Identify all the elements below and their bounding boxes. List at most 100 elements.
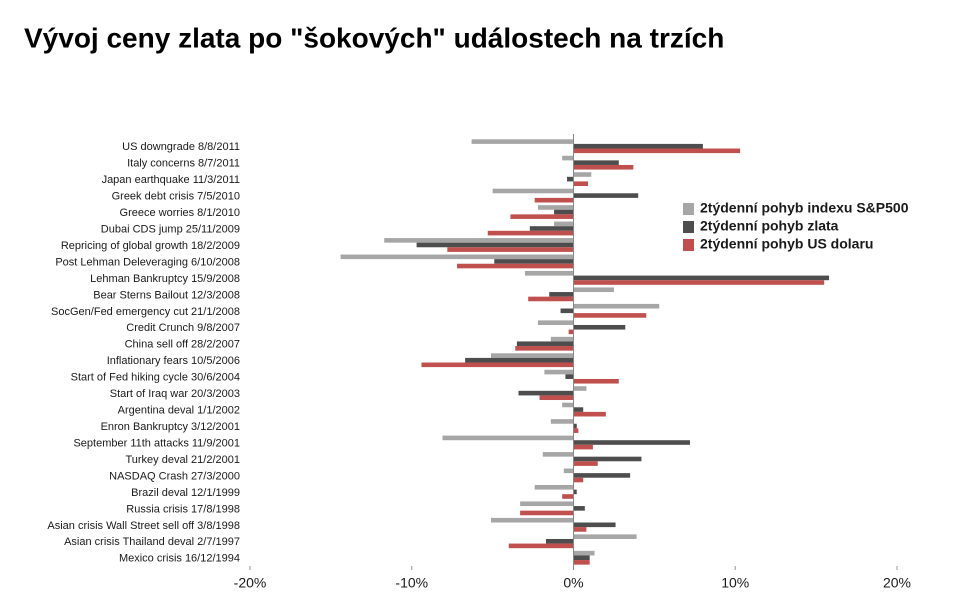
- bar: [565, 374, 574, 379]
- bar: [573, 313, 647, 318]
- legend-label: 2týdenní pohyb US dolaru: [700, 236, 873, 252]
- x-tick-label: -10%: [395, 575, 428, 591]
- bar: [457, 263, 574, 269]
- bar: [568, 329, 574, 335]
- bar: [340, 254, 574, 260]
- bar: [554, 209, 574, 215]
- bar: [573, 560, 590, 565]
- category-label: Start of Iraq war 20/3/2003: [110, 388, 240, 400]
- bar: [573, 489, 577, 495]
- bar: [573, 473, 631, 478]
- bar: [537, 320, 574, 325]
- bar: [529, 226, 574, 231]
- bar: [520, 501, 574, 507]
- bar: [560, 308, 574, 314]
- bar: [487, 230, 574, 236]
- category-label: NASDAQ Crash 27/3/2000: [109, 470, 240, 482]
- bar: [384, 238, 574, 243]
- bar: [539, 395, 574, 401]
- category-label: Brazil deval 12/1/1999: [131, 487, 240, 499]
- bar: [573, 407, 584, 412]
- category-label: Start of Fed hiking cycle 30/6/2004: [71, 372, 240, 384]
- bar: [562, 155, 574, 161]
- bar: [573, 143, 703, 149]
- bar: [534, 197, 574, 203]
- bar: [491, 517, 574, 523]
- category-label: Italy concerns 8/7/2011: [127, 158, 240, 170]
- bar: [471, 139, 574, 144]
- bar: [573, 303, 660, 309]
- bar: [573, 148, 741, 154]
- bar: [573, 164, 634, 170]
- bar: [524, 270, 574, 276]
- category-label: SocGen/Fed emergency cut 21/1/2008: [51, 306, 240, 318]
- bar: [515, 346, 574, 351]
- category-label: Post Lehman Deleveraging 6/10/2008: [55, 256, 240, 268]
- legend-swatch: [683, 203, 694, 215]
- bar: [549, 292, 574, 297]
- bar: [546, 538, 574, 544]
- category-label: Greek debt crisis 7/5/2010: [112, 191, 240, 203]
- x-tick-label: -20%: [234, 575, 267, 591]
- bar: [573, 444, 593, 450]
- category-label: Japan earthquake 11/3/2011: [102, 174, 240, 186]
- bar: [421, 362, 574, 368]
- bar: [573, 477, 584, 483]
- bar: [573, 172, 592, 177]
- bar: [573, 181, 589, 187]
- bar: [491, 353, 574, 358]
- bar: [573, 160, 619, 165]
- bar: [516, 341, 574, 347]
- bar: [550, 336, 574, 342]
- bar: [465, 357, 574, 363]
- category-label: September 11th attacks 11/9/2001: [73, 437, 240, 449]
- category-label: US downgrade 8/8/2011: [122, 141, 240, 153]
- bar: [573, 193, 639, 198]
- category-label: Mexico crisis 16/12/1994: [119, 553, 240, 565]
- bar: [573, 550, 595, 556]
- bar: [416, 242, 574, 248]
- bar: [573, 506, 585, 511]
- bar: [542, 452, 574, 457]
- bar: [562, 402, 574, 408]
- bar: [573, 275, 830, 281]
- category-label: Asian crisis Thailand deval 2/7/1997: [64, 536, 240, 548]
- bar: [562, 494, 574, 499]
- bar: [534, 484, 574, 490]
- bar: [573, 522, 616, 528]
- bar: [544, 369, 574, 375]
- category-label: Greece worries 8/1/2010: [120, 207, 240, 219]
- bar: [573, 456, 642, 462]
- chart-title: Vývoj ceny zlata po "šokových" událostec…: [24, 22, 724, 53]
- category-label: Lehman Bankruptcy 15/9/2008: [90, 273, 240, 285]
- bar: [554, 221, 574, 227]
- bar: [573, 386, 587, 391]
- category-label: Turkey deval 21/2/2001: [125, 454, 240, 466]
- legend-swatch: [683, 239, 694, 251]
- category-label: Repricing of global growth 18/2/2009: [61, 240, 240, 252]
- category-label: Asian crisis Wall Street sell off 3/8/19…: [47, 520, 240, 532]
- category-label: Russia crisis 17/8/1998: [126, 503, 240, 515]
- bar: [447, 247, 574, 252]
- x-tick-label: 0%: [563, 575, 583, 591]
- bar: [573, 440, 690, 445]
- bar: [573, 324, 626, 330]
- bar: [573, 411, 606, 417]
- category-label: Bear Sterns Bailout 12/3/2008: [93, 289, 240, 301]
- bar: [567, 176, 574, 182]
- bar: [492, 188, 574, 194]
- bar: [510, 214, 574, 219]
- x-tick-label: 20%: [883, 575, 911, 591]
- bar: [573, 527, 587, 532]
- category-label: Enron Bankruptcy 3/12/2001: [101, 421, 240, 433]
- bar: [508, 543, 574, 549]
- category-label: Inflationary fears 10/5/2006: [107, 355, 240, 367]
- bar: [573, 534, 637, 539]
- bar: [518, 390, 574, 396]
- bar: [573, 287, 614, 293]
- bar: [520, 510, 574, 516]
- legend-swatch: [683, 221, 694, 233]
- bar: [528, 296, 574, 302]
- bar: [573, 423, 577, 429]
